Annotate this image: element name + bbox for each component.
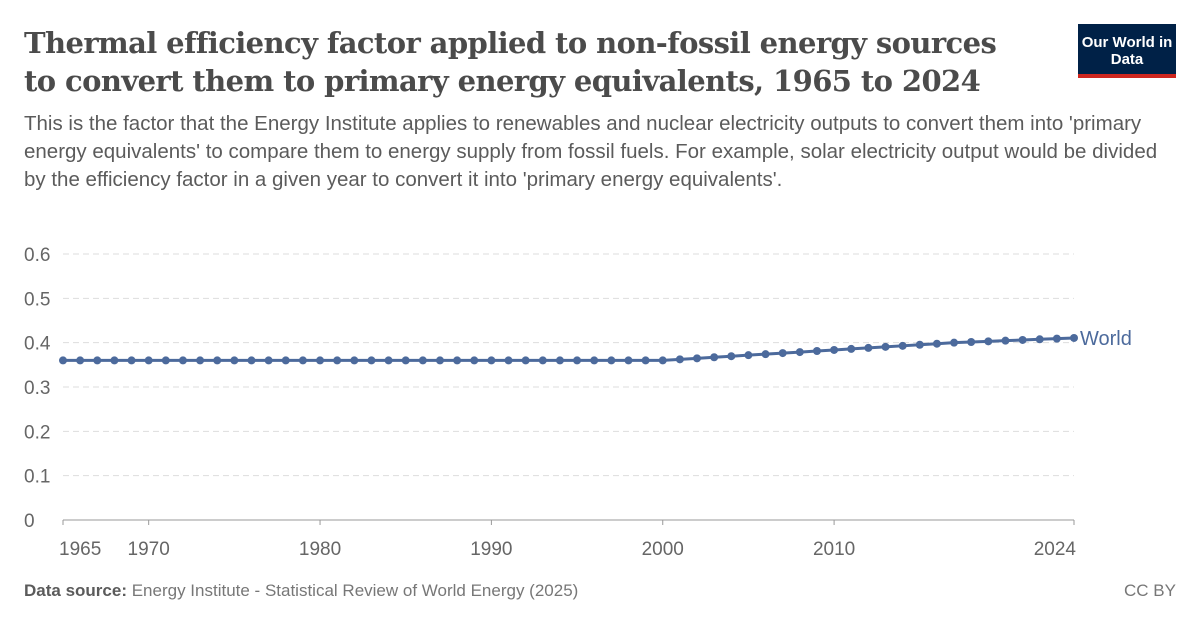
source-label: Data source: (24, 581, 127, 600)
data-point (658, 356, 667, 365)
data-point (264, 356, 273, 365)
x-tick-label: 1965 (59, 539, 101, 560)
data-source: Data source: Energy Institute - Statisti… (24, 581, 578, 601)
x-tick-label: 1990 (470, 539, 512, 560)
data-point (641, 356, 650, 365)
data-point (778, 349, 787, 358)
data-point (316, 356, 325, 365)
data-point (144, 356, 153, 365)
data-point (795, 348, 804, 357)
data-point (693, 354, 702, 363)
data-point (298, 356, 307, 365)
data-point (281, 356, 290, 365)
license[interactable]: CC BY (1124, 581, 1176, 600)
data-point (607, 356, 616, 365)
data-point (401, 356, 410, 365)
y-tick-label: 0.1 (24, 467, 50, 488)
y-tick-label: 0.6 (24, 245, 50, 266)
y-tick-label: 0.4 (24, 334, 51, 355)
logo-text: Our World in Data (1081, 34, 1173, 68)
data-point (178, 356, 187, 365)
data-point (1035, 335, 1044, 344)
data-point (504, 356, 513, 365)
data-point (59, 356, 67, 365)
data-point (1001, 336, 1010, 345)
data-point (881, 342, 890, 351)
data-point (76, 356, 85, 365)
series-label: World (1080, 328, 1132, 350)
source-text[interactable]: Energy Institute - Statistical Review of… (131, 581, 579, 600)
data-point (333, 356, 342, 365)
data-point (812, 347, 821, 356)
x-tick-label: 2024 (1034, 539, 1077, 560)
data-point (470, 356, 479, 365)
data-point (932, 339, 941, 348)
y-tick-label: 0.5 (24, 289, 50, 310)
data-point (950, 338, 959, 347)
data-point (110, 356, 119, 365)
data-point (418, 356, 427, 365)
series-line-world (63, 336, 1075, 362)
x-tick-label: 1980 (299, 539, 341, 560)
data-point (127, 356, 136, 365)
data-point (1052, 334, 1061, 343)
x-tick-label: 2000 (642, 539, 684, 560)
data-point (367, 356, 376, 365)
data-point (830, 345, 839, 354)
x-tick-label: 1970 (128, 539, 170, 560)
y-tick-label: 0 (24, 511, 35, 532)
data-point (847, 344, 856, 353)
data-point (538, 356, 547, 365)
y-tick-label: 0.2 (24, 422, 50, 443)
data-point (161, 356, 170, 365)
owid-logo[interactable]: Our World in Data (1078, 24, 1176, 78)
data-point (350, 356, 359, 365)
data-point (93, 356, 102, 365)
data-point (744, 351, 753, 360)
data-point (521, 356, 530, 365)
chart-title: Thermal efficiency factor applied to non… (24, 26, 997, 98)
data-point (624, 356, 633, 365)
data-point (555, 356, 564, 365)
chart-subtitle: This is the factor that the Energy Insti… (24, 112, 1158, 191)
data-point (384, 356, 393, 365)
data-point (710, 353, 719, 362)
data-point (573, 356, 582, 365)
data-point (247, 356, 256, 365)
data-point (590, 356, 599, 365)
data-point (727, 352, 736, 361)
data-point (898, 341, 907, 350)
data-point (435, 356, 444, 365)
data-point (453, 356, 462, 365)
data-point (675, 355, 684, 364)
data-point (196, 356, 205, 365)
y-tick-label: 0.3 (24, 378, 50, 399)
data-point (213, 356, 222, 365)
data-point (487, 356, 496, 365)
data-point (230, 356, 239, 365)
data-point (967, 338, 976, 347)
x-tick-label: 2010 (813, 539, 855, 560)
data-point (864, 343, 873, 352)
data-point (984, 337, 993, 346)
data-point (915, 340, 924, 349)
data-point (1070, 333, 1078, 342)
data-point (1018, 335, 1027, 344)
data-point (761, 350, 770, 359)
